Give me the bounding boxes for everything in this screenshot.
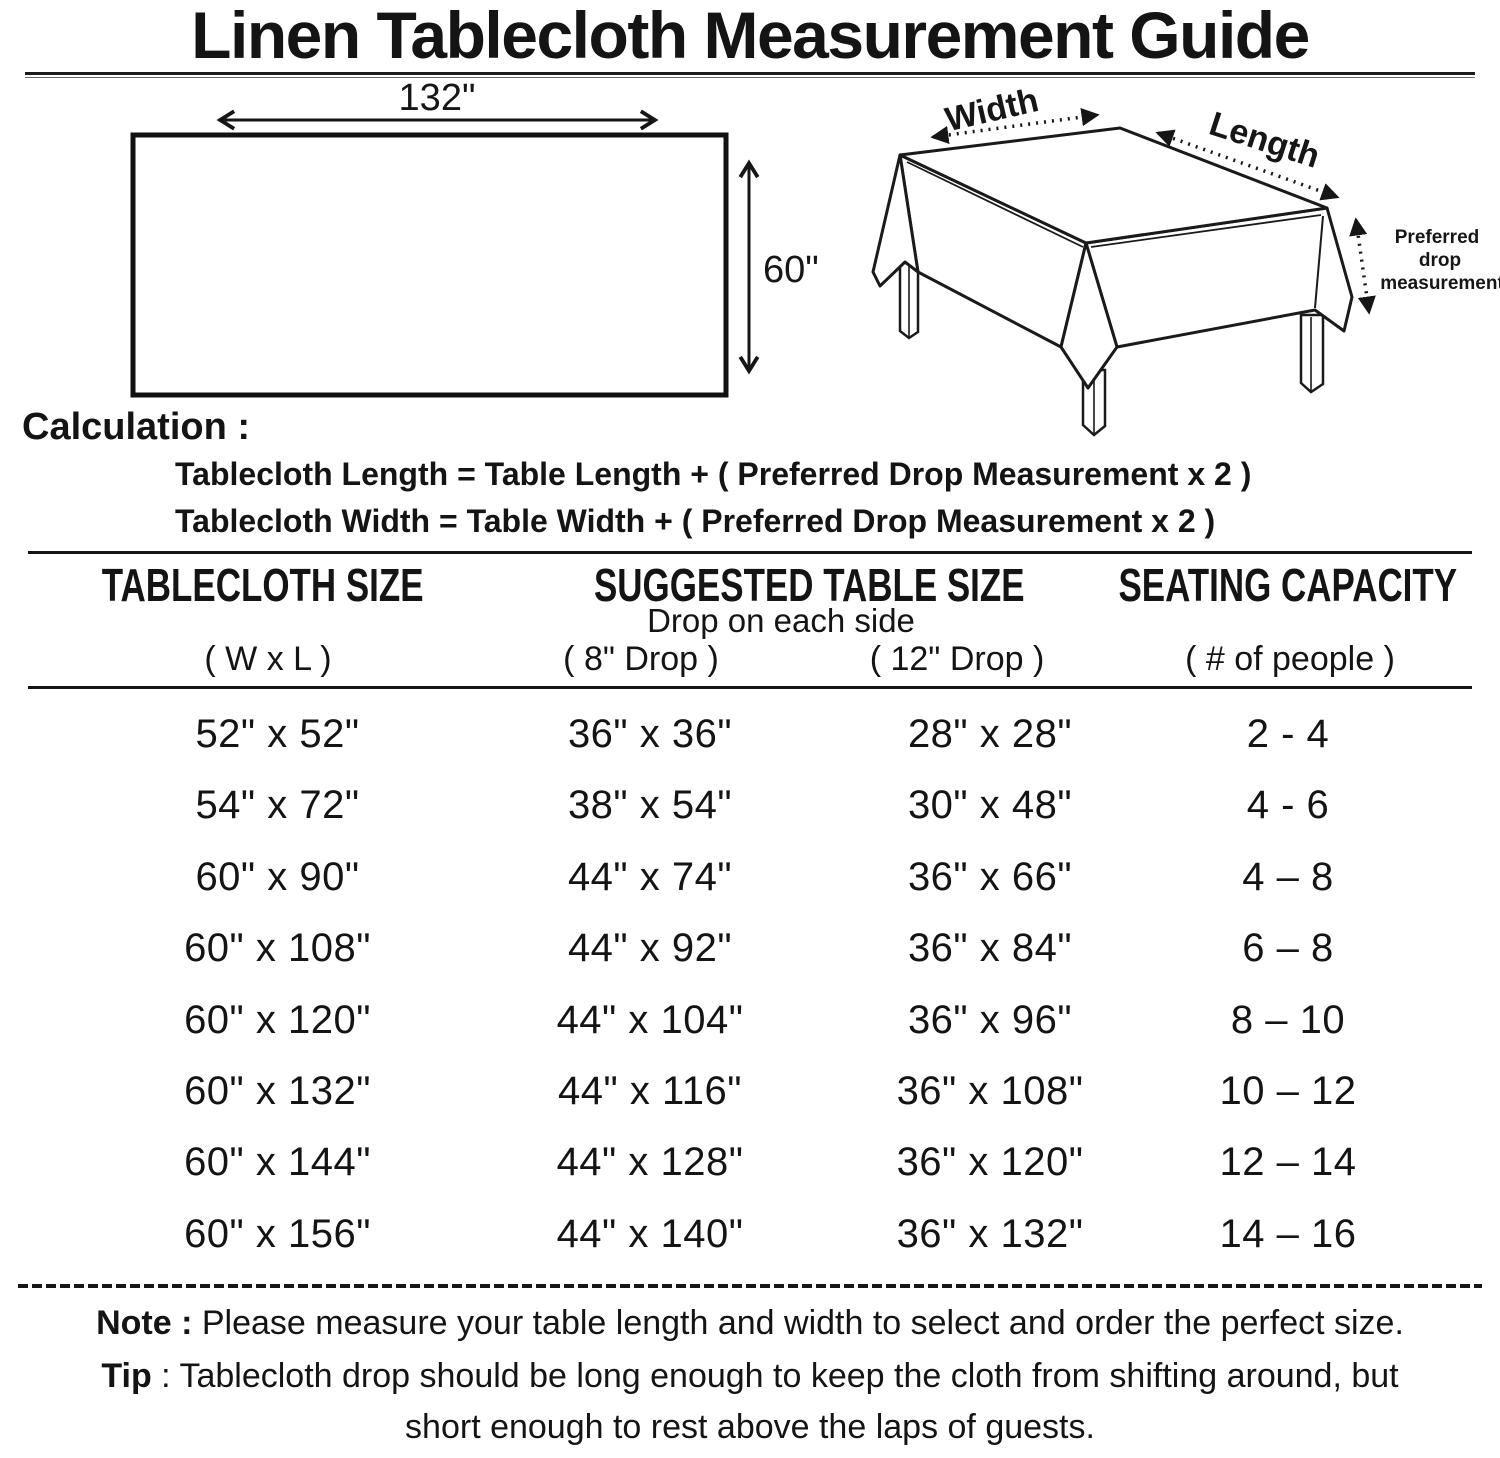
svg-text:drop: drop [1419,250,1461,271]
dashed-divider [18,1284,1482,1288]
formula-width: Tablecloth Width = Table Width + ( Prefe… [175,503,1216,539]
cell-tablecloth-size: 60" x 156" [184,1211,371,1256]
cell-tablecloth-size: 60" x 120" [184,997,371,1042]
cell-seating: 12 – 14 [1219,1140,1357,1185]
subheader-wxl: ( W x L ) [204,640,332,678]
cell-8-drop: 44" x 92" [567,926,733,971]
cell-12-drop: 36" x 108" [896,1068,1084,1113]
cell-12-drop: 36" x 66" [907,854,1073,899]
table-illustration: Width Length Preferred drop measurement [871,81,1500,437]
cell-12-drop: 30" x 48" [907,783,1073,828]
column-header-tablecloth-size: TABLECLOTH SIZE [102,559,424,611]
subheader-8-drop: ( 8" Drop ) [563,640,719,678]
column-header-seating-capacity: SEATING CAPACITY [1118,559,1458,611]
cell-8-drop: 44" x 128" [556,1140,744,1185]
cell-8-drop: 44" x 104" [556,997,744,1042]
drop-on-each-side-note: Drop on each side [647,602,915,639]
formula-length: Tablecloth Length = Table Length + ( Pre… [175,456,1252,492]
cell-12-drop: 36" x 132" [896,1211,1084,1256]
cell-tablecloth-size: 60" x 90" [195,854,360,899]
cell-8-drop: 44" x 116" [558,1068,742,1113]
page-title: Linen Tablecloth Measurement Guide [191,0,1310,72]
cell-tablecloth-size: 60" x 108" [184,926,371,971]
cell-tablecloth-size: 60" x 132" [184,1068,371,1113]
note-line: Note : Please measure your table length … [0,1304,1500,1343]
rect-height-label: 60" [763,249,819,291]
tip-line-2: short enough to rest above the laps of g… [405,1408,1095,1446]
tablecloth-rectangle [130,132,729,398]
svg-text:Preferred: Preferred [1395,227,1480,248]
cell-8-drop: 44" x 140" [556,1211,744,1256]
width-dotted-arrow [930,108,1100,144]
cell-12-drop: 36" x 96" [907,997,1073,1042]
cell-tablecloth-size: 52" x 52" [195,712,360,756]
cell-seating: 8 – 10 [1230,997,1346,1042]
svg-text:measurement: measurement [1380,273,1500,294]
note-label: Note : [96,1304,193,1342]
cell-seating: 6 – 8 [1242,926,1334,971]
note-text: Please measure your table length and wid… [192,1304,1404,1342]
subheader-people: ( # of people ) [1185,640,1395,678]
tip-label: Tip [101,1357,152,1395]
width-label: Width [942,81,1042,139]
tablecloth-drawing [871,126,1354,390]
cell-seating: 14 – 16 [1219,1211,1357,1256]
calculation-heading: Calculation : [22,406,251,448]
cell-seating: 4 – 8 [1242,854,1334,899]
title-divider [25,72,1475,78]
flat-tablecloth-diagram: 132" 60" [130,80,819,398]
size-table-body: 52" x 52" 36" x 36" 28" x 28" 2 - 4 54" … [60,699,1401,1270]
cell-seating: 4 - 6 [1246,783,1330,828]
table-top-rule [28,551,1472,554]
cell-12-drop: 36" x 84" [907,926,1073,971]
tip-text: : Tablecloth drop should be long enough … [151,1357,1399,1395]
tip-line-1: Tip : Tablecloth drop should be long eno… [0,1357,1500,1396]
cell-tablecloth-size: 54" x 72" [195,783,360,828]
drop-dotted-arrow [1349,217,1376,315]
subheader-12-drop: ( 12" Drop ) [869,640,1045,678]
cell-12-drop: 28" x 28" [907,712,1073,756]
cell-8-drop: 36" x 36" [567,712,733,756]
cell-tablecloth-size: 60" x 144" [184,1140,371,1185]
preferred-drop-label: Preferred drop measurement [1380,227,1500,294]
cell-8-drop: 38" x 54" [567,783,733,828]
cell-8-drop: 44" x 74" [567,854,733,899]
column-header-suggested-table-size: SUGGESTED TABLE SIZE [593,559,1025,611]
length-label: Length [1205,105,1325,176]
cell-12-drop: 36" x 120" [896,1140,1084,1185]
cell-seating: 2 - 4 [1246,712,1330,756]
cell-seating: 10 – 12 [1219,1068,1357,1113]
rect-width-label: 132" [399,80,476,119]
table-header-rule [28,686,1472,689]
